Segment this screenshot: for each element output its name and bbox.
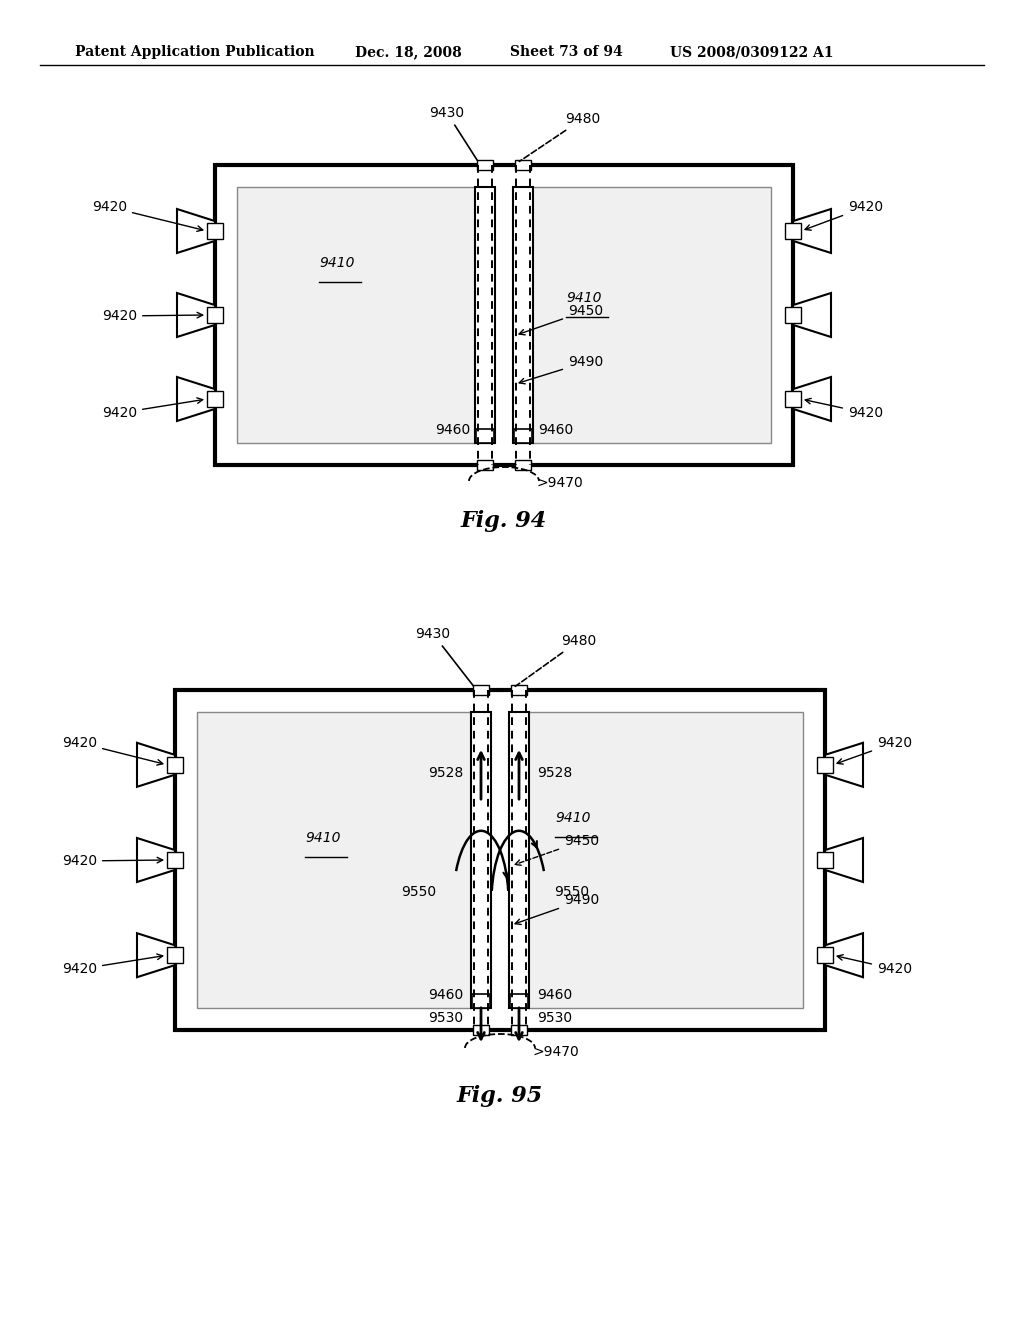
Polygon shape — [793, 378, 831, 421]
Bar — [167, 948, 183, 964]
Bar — [167, 756, 183, 772]
Text: 9420: 9420 — [61, 954, 163, 977]
Text: 9420: 9420 — [92, 201, 203, 231]
Text: 9420: 9420 — [101, 309, 203, 323]
Bar — [817, 851, 833, 869]
Text: 9410: 9410 — [555, 810, 591, 825]
Text: 9420: 9420 — [805, 399, 883, 420]
Bar — [471, 711, 490, 1008]
Text: 9420: 9420 — [805, 201, 883, 230]
Bar — [207, 391, 223, 407]
Polygon shape — [793, 209, 831, 253]
Text: >9470: >9470 — [536, 477, 583, 490]
Polygon shape — [825, 933, 863, 977]
Polygon shape — [137, 838, 175, 882]
Bar — [472, 994, 490, 1008]
Bar — [509, 711, 529, 1008]
Bar — [511, 1026, 527, 1035]
Text: US 2008/0309122 A1: US 2008/0309122 A1 — [670, 45, 834, 59]
Text: 9528: 9528 — [537, 766, 572, 780]
Bar — [473, 685, 489, 696]
Text: 9430: 9430 — [429, 106, 477, 161]
Polygon shape — [177, 209, 215, 253]
Text: Sheet 73 of 94: Sheet 73 of 94 — [510, 45, 623, 59]
Text: 9410: 9410 — [305, 832, 341, 845]
Bar — [473, 1026, 489, 1035]
Bar — [817, 756, 833, 772]
Text: 9490: 9490 — [519, 355, 603, 384]
Bar — [237, 187, 494, 444]
Text: 9550: 9550 — [400, 884, 436, 899]
Bar — [515, 459, 531, 470]
Bar — [817, 948, 833, 964]
Text: 9530: 9530 — [537, 1011, 572, 1026]
Text: 9460: 9460 — [537, 987, 572, 1002]
Polygon shape — [137, 743, 175, 787]
Polygon shape — [793, 293, 831, 337]
Bar — [511, 685, 527, 696]
Text: 9420: 9420 — [61, 735, 163, 766]
Text: 9430: 9430 — [416, 627, 473, 686]
Text: 9450: 9450 — [519, 304, 603, 335]
Text: 9460: 9460 — [428, 987, 463, 1002]
Text: 9528: 9528 — [428, 766, 463, 780]
Bar — [513, 187, 534, 444]
Text: 9530: 9530 — [428, 1011, 463, 1026]
Bar — [785, 391, 801, 407]
Polygon shape — [825, 838, 863, 882]
Bar — [197, 711, 490, 1008]
Text: Fig. 94: Fig. 94 — [461, 510, 547, 532]
Bar — [207, 223, 223, 239]
Bar — [510, 994, 528, 1008]
Bar — [215, 165, 793, 465]
Text: 9480: 9480 — [519, 112, 600, 161]
Bar — [476, 429, 494, 444]
Text: Dec. 18, 2008: Dec. 18, 2008 — [355, 45, 462, 59]
Bar — [475, 187, 495, 444]
Polygon shape — [137, 933, 175, 977]
Text: 9420: 9420 — [61, 854, 163, 869]
Text: 9480: 9480 — [515, 634, 596, 686]
Bar — [477, 459, 493, 470]
Text: 9410: 9410 — [319, 256, 354, 271]
Bar — [510, 711, 803, 1008]
Text: Fig. 95: Fig. 95 — [457, 1085, 543, 1107]
Bar — [207, 308, 223, 323]
Text: 9420: 9420 — [837, 735, 912, 764]
Text: 9410: 9410 — [566, 290, 601, 305]
Bar — [514, 429, 532, 444]
Polygon shape — [177, 293, 215, 337]
Bar — [515, 160, 531, 170]
Bar — [785, 308, 801, 323]
Text: 9460: 9460 — [435, 422, 470, 437]
Text: 9420: 9420 — [838, 954, 912, 977]
Text: Patent Application Publication: Patent Application Publication — [75, 45, 314, 59]
Polygon shape — [825, 743, 863, 787]
Bar — [477, 160, 493, 170]
Text: 9550: 9550 — [554, 884, 589, 899]
Text: 9460: 9460 — [538, 422, 573, 437]
Bar — [514, 187, 771, 444]
Text: >9470: >9470 — [532, 1045, 579, 1059]
Bar — [175, 690, 825, 1030]
Text: 9450: 9450 — [515, 834, 599, 866]
Bar — [167, 851, 183, 869]
Polygon shape — [177, 378, 215, 421]
Text: 9490: 9490 — [515, 894, 599, 924]
Text: 9420: 9420 — [101, 397, 203, 420]
Bar — [785, 223, 801, 239]
